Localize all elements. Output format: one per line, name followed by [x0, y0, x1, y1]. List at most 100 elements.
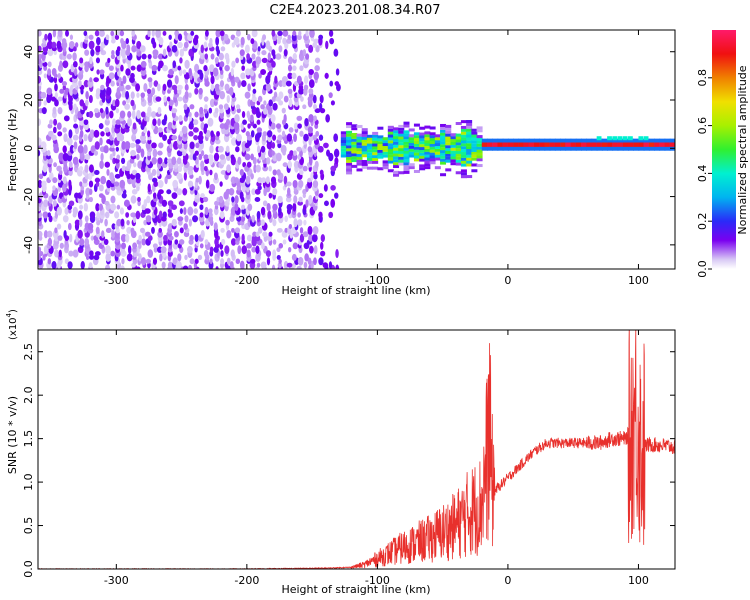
heatmap-cell: [125, 90, 130, 100]
heatmap-cell: [178, 115, 183, 122]
heatmap-cell: [366, 157, 373, 161]
heatmap-cell: [471, 157, 478, 161]
heatmap-cell: [163, 234, 168, 242]
heatmap-cell: [68, 250, 74, 257]
heatmap-cell: [271, 150, 275, 156]
heatmap-cell: [155, 96, 162, 102]
heatmap-cell: [277, 134, 283, 141]
heatmap-cell: [51, 68, 57, 76]
heatmap-cell: [120, 64, 124, 72]
heatmap-cell: [328, 211, 334, 219]
heatmap-cell: [387, 128, 394, 132]
heatmap-cell: [466, 131, 473, 135]
heatmap-cell: [200, 150, 205, 157]
heatmap-cell: [140, 257, 147, 266]
heatmap-cell: [121, 258, 125, 265]
heatmap-cell: [38, 118, 42, 127]
snr-x-label: Height of straight line (km): [281, 583, 430, 596]
heatmap-cell: [382, 166, 389, 170]
heatmap-cell: [219, 181, 223, 187]
heatmap-cell: [356, 156, 363, 160]
heatmap-cell: [103, 238, 109, 246]
heatmap-cell: [109, 172, 115, 181]
heatmap-cell: [96, 211, 100, 219]
heatmap-cell: [138, 234, 142, 242]
heatmap-cell: [278, 243, 284, 249]
heatmap-cell: [450, 144, 457, 148]
heatmap-cell: [575, 142, 582, 147]
heatmap-cell: [85, 91, 89, 100]
heatmap-cell: [234, 203, 239, 212]
heatmap-cell: [226, 257, 231, 265]
heatmap-cell: [346, 142, 353, 146]
heatmap-cell: [393, 150, 400, 154]
heatmap-cell: [293, 195, 298, 204]
heatmap-cell: [299, 65, 304, 72]
heatmap-cell: [135, 172, 141, 180]
heatmap-cell: [334, 192, 339, 199]
heatmap-cell: [242, 119, 247, 125]
heatmap-cell: [377, 149, 384, 153]
heatmap-cell: [130, 72, 135, 79]
heatmap-cell: [179, 227, 184, 234]
heatmap-cell: [333, 133, 339, 142]
heatmap-cell: [233, 36, 240, 46]
heatmap-cell: [123, 199, 130, 208]
heatmap-cell: [286, 181, 292, 187]
heatmap-cell: [445, 133, 452, 137]
heatmap-cell: [72, 52, 77, 61]
heatmap-cell: [244, 44, 250, 54]
heatmap-cell: [434, 157, 441, 161]
heatmap-cell: [70, 63, 75, 73]
heatmap-cell: [315, 130, 320, 137]
heatmap-cell: [94, 108, 99, 114]
heatmap-cell: [335, 249, 339, 259]
heatmap-cell: [361, 148, 368, 152]
heatmap-cell: [230, 67, 235, 77]
heatmap-cell: [178, 239, 185, 245]
heatmap-cell: [460, 128, 467, 132]
heatmap-cell: [346, 148, 353, 152]
heatmap-cell: [217, 145, 224, 153]
heatmap-cell: [382, 145, 389, 149]
heatmap-cell: [157, 53, 164, 60]
heatmap-cell: [89, 250, 94, 257]
heatmap-cell: [231, 227, 235, 233]
heatmap-cell: [176, 172, 183, 180]
heatmap-cell: [434, 166, 441, 170]
heatmap-cell: [460, 154, 467, 158]
heatmap-cell: [207, 117, 214, 127]
heatmap-cell: [163, 95, 167, 103]
heatmap-cell: [162, 48, 167, 57]
heatmap-cell: [234, 227, 241, 234]
heatmap-cell: [361, 151, 368, 155]
heatmap-cell: [151, 157, 157, 165]
heatmap-cell: [214, 83, 220, 92]
heatmap-cell: [346, 171, 353, 175]
heatmap-cell: [271, 142, 276, 149]
heatmap-cell: [230, 238, 237, 246]
heatmap-cell: [377, 167, 384, 171]
heatmap-cell: [346, 154, 353, 158]
heatmap-cell: [419, 141, 426, 145]
heatmap-cell: [219, 90, 226, 100]
x-tick-label: -300: [104, 274, 129, 287]
heatmap-cell: [403, 144, 410, 148]
heatmap-cell: [99, 108, 104, 114]
heatmap-cell: [104, 200, 110, 206]
heatmap-cell: [314, 57, 321, 64]
heatmap-cell: [351, 133, 358, 137]
heatmap-cell: [187, 165, 194, 172]
heatmap-cell: [203, 165, 208, 172]
heatmap-cell: [177, 65, 182, 71]
heatmap-cell: [203, 154, 209, 160]
heatmap-cell: [622, 136, 628, 141]
heatmap-cell: [162, 83, 167, 92]
heatmap-cell: [502, 142, 509, 147]
heatmap-cell: [135, 83, 141, 92]
heatmap-cell: [95, 45, 101, 53]
heatmap-cell: [643, 136, 649, 141]
heatmap-cell: [77, 145, 84, 154]
heatmap-cell: [210, 75, 215, 85]
heatmap-cell: [340, 131, 347, 135]
